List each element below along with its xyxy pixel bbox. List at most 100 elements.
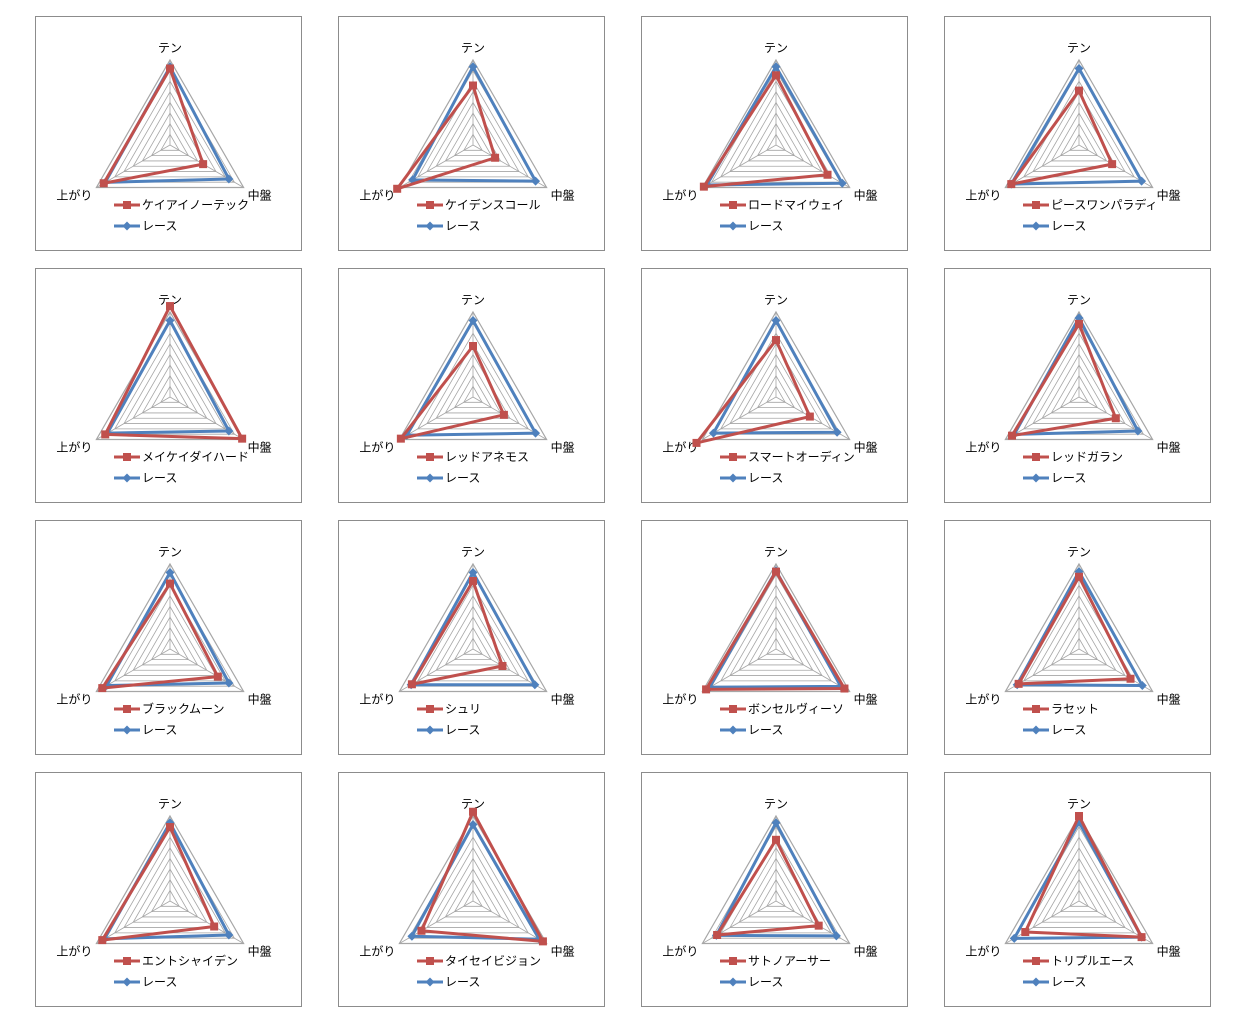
horse-series-line bbox=[100, 825, 216, 942]
grid-ring bbox=[729, 595, 823, 676]
axis-label: 中盤 bbox=[551, 440, 575, 455]
horse-data-point bbox=[393, 184, 402, 193]
race-data-point bbox=[530, 680, 540, 690]
axis-label: テン bbox=[764, 41, 788, 55]
grid-ring bbox=[1059, 626, 1099, 661]
grid-ring bbox=[1050, 112, 1108, 162]
grid-ring bbox=[766, 133, 786, 151]
grid-ring bbox=[160, 637, 180, 655]
axis-spoke bbox=[96, 144, 171, 188]
horse-data-point bbox=[210, 922, 219, 931]
grid-ring bbox=[1050, 364, 1108, 414]
axis-label: テン bbox=[158, 545, 182, 559]
axis-label: テン bbox=[461, 545, 485, 559]
horse-data-point bbox=[469, 577, 477, 585]
horse-data-point bbox=[814, 921, 823, 930]
horse-data-point bbox=[166, 579, 174, 588]
race-data-point bbox=[771, 316, 781, 325]
race-data-point bbox=[165, 568, 175, 577]
radar-chart-panel: テン 中盤 上がり メイケイダイハード レース bbox=[35, 268, 302, 503]
grid-ring bbox=[701, 814, 851, 945]
axis-label: 上がり bbox=[56, 188, 92, 203]
grid-ring bbox=[1050, 616, 1108, 666]
radar-chart-panel: テン 中盤 上がり シュリ レース bbox=[338, 520, 605, 755]
grid-ring bbox=[756, 878, 796, 913]
horse-data-point bbox=[713, 931, 722, 939]
grid-ring bbox=[160, 385, 180, 403]
grid-ring bbox=[720, 584, 832, 682]
grid-ring bbox=[435, 857, 511, 923]
axis-label: 上がり bbox=[662, 440, 698, 455]
grid-ring bbox=[150, 374, 190, 409]
horse-data-point bbox=[166, 302, 174, 311]
axis-label: 中盤 bbox=[1157, 440, 1181, 455]
radar-chart-panel: テン 中盤 上がり ラセット レース bbox=[944, 520, 1211, 755]
axis-label: 上がり bbox=[359, 692, 395, 707]
horse-series-line bbox=[715, 838, 821, 937]
legend-marker bbox=[729, 957, 737, 965]
axis-label: 中盤 bbox=[854, 692, 878, 707]
race-data-point bbox=[531, 428, 541, 438]
grid-ring bbox=[463, 385, 483, 403]
grid-ring bbox=[150, 122, 190, 157]
radar-chart-panel: テン 中盤 上がり サトノアーサー レース bbox=[641, 772, 908, 1007]
axis-label: 上がり bbox=[965, 692, 1001, 707]
grid-ring bbox=[1032, 847, 1126, 928]
grid-ring bbox=[1041, 857, 1117, 923]
legend-marker bbox=[425, 725, 435, 735]
horse-series-line bbox=[1023, 814, 1144, 939]
legend-marker bbox=[425, 977, 435, 987]
radar-chart-panel: テン 中盤 上がり スマートオーディン レース bbox=[641, 268, 908, 503]
grid-ring bbox=[398, 310, 548, 441]
grid-ring bbox=[701, 562, 851, 693]
race-series-line bbox=[711, 319, 839, 435]
horse-data-point bbox=[166, 823, 174, 832]
radar-chart-panel: テン 中盤 上がり タイセイビジョン レース bbox=[338, 772, 605, 1007]
grid-ring bbox=[1004, 562, 1154, 693]
axis-label: テン bbox=[461, 293, 485, 307]
axis-label: 上がり bbox=[662, 692, 698, 707]
race-data-point bbox=[1074, 64, 1084, 73]
axis-spoke bbox=[1005, 900, 1080, 944]
grid-ring bbox=[453, 122, 493, 157]
legend-marker bbox=[1032, 705, 1040, 713]
grid-ring bbox=[141, 868, 199, 918]
grid-ring bbox=[756, 122, 796, 157]
race-series-line bbox=[1009, 67, 1144, 186]
race-data-point bbox=[771, 62, 781, 72]
grid-ring bbox=[453, 626, 493, 661]
race-data-point bbox=[1009, 933, 1019, 943]
horse-data-point bbox=[1126, 674, 1135, 683]
grid-ring bbox=[738, 605, 814, 671]
legend-label: レース bbox=[142, 471, 177, 485]
legend-label: シュリ bbox=[445, 702, 481, 716]
radar-chart-panel: テン 中盤 上がり レッドアネモス レース bbox=[338, 268, 605, 503]
race-series-line bbox=[411, 65, 538, 183]
grid-ring bbox=[756, 374, 796, 409]
horse-data-point bbox=[1111, 414, 1120, 423]
grid-ring bbox=[132, 857, 208, 923]
grid-ring bbox=[123, 595, 217, 676]
axis-label: テン bbox=[1067, 293, 1091, 307]
axis-label: 中盤 bbox=[854, 188, 878, 203]
grid-ring bbox=[426, 91, 520, 172]
radar-chart-panel: テン 中盤 上がり ケイアイノーテック レース bbox=[35, 16, 302, 251]
grid-ring bbox=[701, 58, 851, 189]
horse-data-point bbox=[1108, 160, 1117, 169]
race-data-point bbox=[224, 930, 234, 940]
legend-marker bbox=[122, 725, 132, 735]
legend-label: レース bbox=[1051, 975, 1086, 989]
radar-chart-panel: テン 中盤 上がり ブラックムーン レース bbox=[35, 520, 302, 755]
axis-spoke bbox=[775, 648, 850, 692]
horse-data-point bbox=[1075, 319, 1083, 328]
grid-ring bbox=[150, 626, 190, 661]
grid-ring bbox=[1004, 814, 1154, 945]
race-data-point bbox=[224, 678, 234, 688]
legend-label: レッドアネモス bbox=[445, 450, 529, 464]
axis-label: テン bbox=[461, 41, 485, 55]
